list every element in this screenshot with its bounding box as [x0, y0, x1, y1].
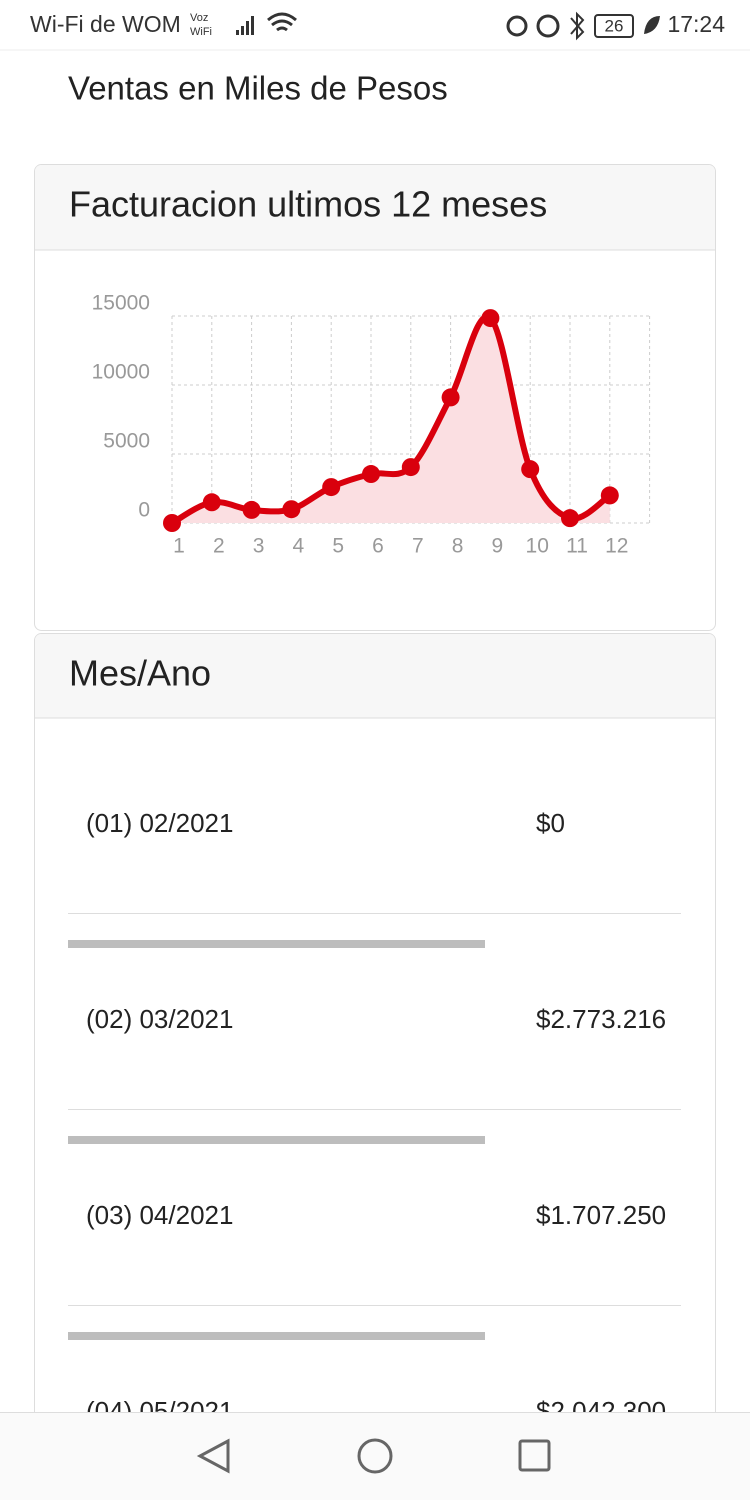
- wifi-icon: [267, 12, 297, 32]
- x-tick-label: 12: [605, 535, 628, 558]
- x-tick-label: 1: [173, 535, 185, 558]
- y-tick-label: 5000: [103, 430, 150, 453]
- x-tick-label: 3: [253, 535, 265, 558]
- point: [561, 509, 579, 528]
- x-tick-label: 4: [293, 535, 305, 558]
- card-title: Facturacion ultimos 12 meses: [69, 184, 547, 225]
- battery-level: 26: [605, 16, 624, 35]
- point: [202, 493, 221, 512]
- row-bar: [68, 940, 485, 948]
- row-label: (01) 02/2021: [86, 808, 233, 838]
- point: [521, 460, 540, 479]
- nav-bar: [0, 1412, 750, 1500]
- recents-button[interactable]: [518, 1439, 551, 1472]
- home-button[interactable]: [357, 1438, 393, 1474]
- x-tick-label: 11: [566, 535, 588, 558]
- y-tick-label: 15000: [92, 292, 150, 315]
- carrier: Wi-Fi de WOM: [30, 11, 181, 37]
- row-label: (02) 03/2021: [86, 1004, 233, 1034]
- row-amount: $1.707.250: [536, 1200, 666, 1230]
- point: [282, 500, 301, 519]
- x-tick-label: 5: [332, 535, 344, 558]
- card-title: Mes/Ano: [69, 653, 211, 694]
- clock: 17:24: [667, 11, 725, 37]
- leaf-icon: [644, 16, 660, 34]
- page-title: Ventas en Miles de Pesos: [68, 70, 448, 107]
- point: [481, 309, 500, 328]
- point: [600, 486, 619, 505]
- y-tick-label: 10000: [92, 361, 150, 384]
- x-tick-label: 7: [412, 535, 424, 558]
- wifi-call: WiFi: [190, 26, 212, 38]
- alarm-icon: [536, 14, 560, 38]
- card-header: [35, 634, 715, 718]
- row-amount: $0: [536, 808, 565, 838]
- bluetooth-icon: [570, 11, 585, 41]
- line-area: [172, 316, 610, 523]
- battery-icon: [594, 14, 634, 38]
- table-card: [34, 633, 716, 1500]
- x-tick-label: 9: [492, 535, 504, 558]
- row-bar: [68, 1332, 485, 1340]
- wifi-call: Voz: [190, 12, 208, 24]
- point: [322, 478, 341, 497]
- point: [242, 500, 261, 519]
- back-button[interactable]: [196, 1438, 230, 1474]
- eye-icon: [506, 15, 528, 37]
- point: [163, 514, 181, 532]
- x-tick-label: 10: [526, 535, 549, 558]
- x-tick-label: 6: [372, 535, 384, 558]
- card-header: [35, 165, 715, 250]
- row-label: (03) 04/2021: [86, 1200, 233, 1230]
- point: [401, 458, 420, 477]
- signal-icon: [236, 16, 254, 35]
- row-amount: $2.773.216: [536, 1004, 666, 1034]
- row-bar: [68, 1136, 485, 1144]
- x-tick-label: 8: [452, 535, 464, 558]
- x-tick-label: 2: [213, 535, 225, 558]
- point: [362, 465, 380, 484]
- point: [441, 388, 460, 407]
- y-tick-label: 0: [138, 499, 150, 522]
- status-bar: [0, 0, 750, 50]
